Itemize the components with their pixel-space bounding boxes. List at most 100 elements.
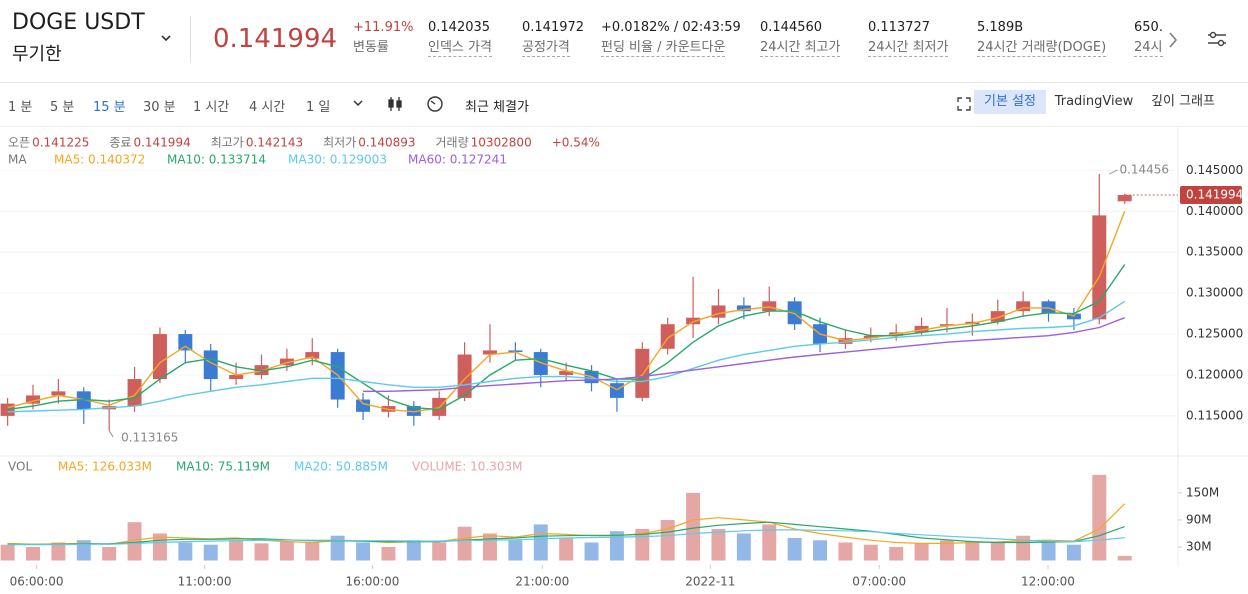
header — [0, 0, 1248, 83]
interval-button[interactable]: 1 일 — [306, 100, 331, 115]
high-label: 0.14456 — [1119, 162, 1169, 176]
volume-bar — [711, 528, 726, 561]
candle-body — [990, 311, 1005, 322]
x-tick-label: 07:00:00 — [852, 575, 906, 589]
candle-body — [51, 391, 66, 396]
view-tab[interactable]: TradingView — [1054, 94, 1134, 109]
stat-value: 0.142035 — [428, 20, 491, 35]
x-tick-label: 21:00:00 — [515, 575, 569, 589]
candle-body — [863, 335, 878, 339]
candle-body — [533, 352, 548, 375]
fullscreen-icon[interactable] — [956, 96, 972, 112]
symbol[interactable]: DOGE USDT — [12, 10, 145, 35]
x-tick-label: 2022-11 — [685, 575, 735, 589]
x-tick-label: 12:00:00 — [1021, 575, 1075, 589]
chart: 0.115000 0.120000 0.125000 0.130000 0.135000… — [0, 127, 1248, 589]
volume-bar — [279, 541, 294, 561]
stat-label: 펀딩 비율 / 카운트다운 — [601, 40, 726, 57]
ma-line — [7, 300, 1126, 413]
volume-bar — [762, 524, 777, 561]
candle-icon[interactable] — [386, 95, 404, 113]
y-tick-label: 0.130000 — [1186, 286, 1243, 300]
ohlc-value: 0.140893 — [358, 136, 415, 150]
candle-body — [254, 365, 269, 375]
ma-title: MA — [8, 153, 27, 167]
view-tab[interactable]: 깊이 그래프 — [1151, 94, 1215, 109]
low-marker — [108, 430, 114, 438]
ohlc-value: 0.141225 — [32, 136, 89, 150]
stat-value: 0.141972 — [522, 20, 585, 35]
volume-bar — [0, 544, 15, 561]
candle-body — [356, 399, 371, 412]
volume-bar — [914, 543, 929, 561]
interval-button[interactable]: 15 분 — [93, 100, 126, 115]
volume-ma-line — [7, 521, 1125, 545]
interval-button[interactable]: 30 분 — [143, 100, 176, 115]
legend-entry: MA5: 126.033M — [58, 460, 152, 474]
legend-entry: MA5: 0.140372 — [54, 153, 145, 167]
candle-body — [178, 334, 193, 351]
legend-entry: MA60: 0.127241 — [408, 153, 507, 167]
volume-bar — [457, 526, 472, 561]
candle-body — [279, 358, 294, 366]
x-tick-label: 06:00:00 — [10, 575, 64, 589]
candle-body — [609, 383, 624, 398]
stat-label: 24시간 최저가 — [868, 40, 949, 57]
volume-bar — [432, 542, 447, 561]
stat-label: 24시간 최고가 — [760, 40, 841, 57]
interval-button[interactable]: 1 분 — [8, 100, 33, 115]
candle-body — [229, 374, 244, 380]
stat-value: +11.91% — [353, 20, 414, 35]
stat-value: 650. — [1134, 20, 1163, 35]
volume-bar — [1066, 544, 1081, 561]
candle-body — [305, 352, 320, 359]
interval-button[interactable]: 1 시간 — [193, 100, 230, 115]
settings-icon[interactable] — [1206, 28, 1228, 50]
stat-value: 5.189B — [977, 20, 1024, 35]
volume-bar — [736, 533, 751, 561]
view-tab[interactable]: 기본 설정 — [974, 90, 1046, 114]
contract: 무기한 — [12, 44, 62, 65]
volume-bar — [76, 540, 91, 561]
candle-body — [686, 317, 701, 325]
candle-body — [1092, 215, 1107, 320]
y-tick-label: 0.120000 — [1186, 367, 1243, 381]
interval-caret[interactable] — [352, 98, 364, 108]
last-price-label: 0.141994 — [1186, 187, 1243, 201]
caret[interactable] — [160, 33, 172, 43]
x-tick-label: 16:00:00 — [345, 575, 399, 589]
candle-body — [76, 391, 91, 410]
candle-body — [635, 348, 650, 398]
stat-value: +0.0182% / 02:43:59 — [601, 20, 741, 35]
ohlc-value: 10302800 — [471, 136, 532, 150]
candle-body — [26, 395, 40, 404]
volume-bar — [178, 542, 193, 561]
ma-line — [7, 264, 1126, 411]
candle-body — [508, 350, 523, 353]
interval-button[interactable]: 4 시간 — [249, 100, 286, 115]
candle-body — [406, 406, 421, 416]
stat-label: 공정가격 — [522, 40, 570, 57]
stat-value: 0.144560 — [760, 20, 823, 35]
volume-bar — [229, 540, 244, 561]
volume-bar — [787, 537, 802, 561]
volume-title: VOL — [8, 460, 32, 474]
interval-button[interactable]: 5 분 — [50, 100, 75, 115]
volume-bar — [1041, 542, 1056, 561]
scroll-right[interactable] — [1166, 30, 1180, 50]
ohlc-value: 0.142143 — [246, 136, 303, 150]
volume-bar — [889, 546, 904, 561]
ma-line — [7, 211, 1126, 413]
ohlc-value: 0.141994 — [133, 136, 190, 150]
toolbar-border — [0, 126, 1248, 127]
volume-bar — [102, 546, 117, 561]
volume-bar — [559, 537, 574, 561]
indicator-icon[interactable] — [426, 95, 444, 113]
volume-bar — [584, 542, 599, 561]
stat-label: 24시간 거래량(DOGE) — [977, 40, 1107, 57]
candle-body — [762, 301, 777, 312]
price-type[interactable]: 최근 체결가 — [465, 100, 529, 115]
volume-bar — [127, 522, 142, 561]
y-tick-label: 0.115000 — [1186, 408, 1243, 422]
